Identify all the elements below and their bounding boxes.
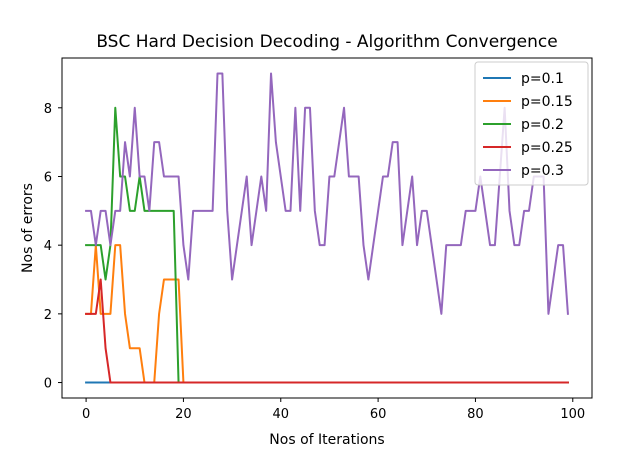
legend-label: p=0.3 [521,163,564,179]
plot-area [85,72,569,384]
legend-label: p=0.1 [521,71,564,87]
legend-label: p=0.25 [521,140,573,156]
y-axis-label: Nos of errors [20,183,36,273]
x-tick-label: 20 [175,407,192,422]
series-line-p-0-3 [85,72,569,315]
legend-label: p=0.15 [521,94,573,110]
y-tick-label: 0 [44,377,52,392]
legend-box [474,61,589,186]
legend-label: p=0.2 [521,117,564,133]
x-tick-label: 40 [272,407,289,422]
y-tick-label: 2 [44,308,52,323]
y-tick-label: 6 [44,170,52,185]
chart-title: BSC Hard Decision Decoding - Algorithm C… [96,32,557,52]
series-line-p-0-25 [85,278,569,384]
x-tick-label: 0 [82,407,90,422]
axes-frame [61,57,593,399]
x-tick-label: 80 [467,407,484,422]
x-axis-label: Nos of Iterations [269,432,384,448]
y-axis: 0 2 4 6 8 [44,102,62,392]
y-tick-label: 4 [44,239,52,254]
legend: p=0.1 p=0.15 p=0.2 p=0.25 p=0.3 [474,61,589,186]
y-tick-label: 8 [44,102,52,117]
x-tick-label: 60 [370,407,387,422]
x-axis: 0 20 40 60 80 100 [82,398,585,422]
x-tick-label: 100 [560,407,585,422]
